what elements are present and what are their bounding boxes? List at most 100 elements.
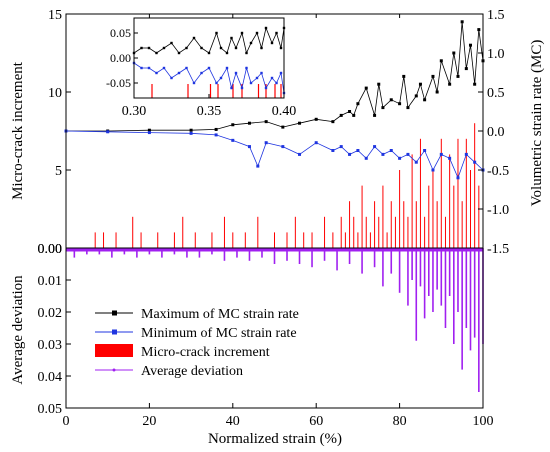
inset-max-point bbox=[200, 46, 203, 50]
inset-min-point bbox=[240, 86, 244, 90]
bottom-y-tick-label: 0.04 bbox=[38, 370, 63, 385]
max-strain-rate-point bbox=[398, 102, 402, 106]
max-strain-rate-point bbox=[414, 94, 418, 98]
bottom-y-tick-label: 0.02 bbox=[38, 306, 63, 321]
max-strain-rate-point bbox=[448, 82, 452, 86]
inset-min-point bbox=[260, 71, 263, 75]
inset-max-point bbox=[192, 36, 196, 40]
x-tick-label: 60 bbox=[309, 414, 323, 429]
min-strain-rate-point bbox=[231, 138, 235, 142]
bottom-y-ticks: 0.00 0.01 0.02 0.03 0.04 0.05 bbox=[38, 242, 71, 417]
legend-label: Micro-crack increment bbox=[141, 345, 270, 360]
legend-marker bbox=[112, 310, 117, 316]
bottom-panel: 0.00 0.01 0.02 0.03 0.04 0.05 0 20 40 60 80 100 Av… bbox=[10, 14, 494, 447]
inset-max-point bbox=[140, 46, 143, 50]
min-strain-rate-point bbox=[398, 156, 402, 160]
min-strain-rate-point bbox=[264, 141, 268, 145]
inset-min-point bbox=[264, 86, 268, 90]
min-strain-rate-point bbox=[256, 164, 260, 168]
min-strain-rate-point bbox=[456, 176, 460, 180]
max-strain-rate-point bbox=[147, 128, 151, 132]
max-strain-rate-point bbox=[364, 86, 368, 90]
max-strain-rate-point bbox=[452, 51, 456, 55]
inset-max-points bbox=[132, 26, 286, 55]
y2-tick-label: 0.5 bbox=[487, 86, 505, 101]
y-tick-label: 15 bbox=[48, 8, 62, 23]
max-strain-rate-point bbox=[339, 113, 343, 117]
inset-y-tick-label: 0.00 bbox=[110, 51, 131, 65]
y2-tick-label: -1.0 bbox=[487, 203, 509, 218]
inset-min-point bbox=[234, 71, 238, 75]
inset-background bbox=[134, 18, 284, 98]
x-axis-label: Normalized strain (%) bbox=[208, 431, 342, 447]
top-left-y-label: Micro-crack increment bbox=[10, 61, 26, 200]
max-strain-rate-point bbox=[402, 74, 406, 78]
min-strain-rate-point bbox=[214, 133, 218, 137]
y-tick-label: 5 bbox=[55, 164, 62, 179]
min-strain-rate-point bbox=[247, 145, 251, 149]
inset-max-point bbox=[270, 41, 274, 45]
max-strain-rate-point bbox=[373, 113, 377, 117]
y2-tick-label: 0.0 bbox=[487, 125, 505, 140]
legend-item: Micro-crack increment bbox=[95, 344, 270, 360]
max-strain-rate-point bbox=[477, 28, 481, 32]
increment-bars bbox=[94, 123, 484, 248]
inset-max-point bbox=[279, 46, 283, 50]
inset-max-point bbox=[275, 31, 278, 35]
min-strain-rate-point bbox=[189, 131, 193, 135]
inset-max-point bbox=[147, 46, 151, 50]
max-strain-rate-point bbox=[377, 82, 381, 86]
min-strain-rate-point bbox=[448, 156, 452, 160]
bottom-y-tick-label: 0.05 bbox=[38, 402, 63, 417]
min-strain-rate-point bbox=[339, 145, 343, 149]
min-strain-rate-point bbox=[106, 130, 110, 134]
top-right-y-ticks: -1.5 -1.0 -0.5 0.0 0.5 1.0 1.5 bbox=[478, 8, 509, 257]
max-strain-rate-point bbox=[331, 120, 335, 124]
inset-max-point bbox=[255, 31, 259, 35]
min-strain-rate-point bbox=[298, 152, 302, 156]
inset-min-point bbox=[140, 66, 143, 70]
min-strain-rate-point bbox=[331, 149, 335, 152]
inset-min-point bbox=[162, 66, 166, 70]
inset-min-point bbox=[177, 71, 181, 75]
y2-tick-label: 1.0 bbox=[487, 47, 505, 62]
inset-min-point bbox=[170, 76, 173, 80]
bottom-y-tick-label: 0.03 bbox=[38, 338, 63, 353]
x-tick-label: 20 bbox=[142, 414, 156, 429]
inset-min-point bbox=[147, 66, 151, 70]
inset-x-tick-label: 0.30 bbox=[122, 104, 147, 119]
bottom-plot-frame bbox=[65, 247, 484, 409]
inset-min-point bbox=[207, 66, 211, 70]
min-strain-rate-point bbox=[348, 152, 352, 156]
inset-x-tick-label: 0.40 bbox=[272, 104, 297, 119]
inset-min-point bbox=[155, 71, 158, 75]
min-strain-rate-point bbox=[381, 152, 385, 156]
inset-min-point bbox=[245, 66, 248, 70]
max-strain-rate-point bbox=[418, 82, 422, 86]
inset-max-point bbox=[234, 46, 238, 50]
inset-y-tick-label: -0.05 bbox=[106, 76, 131, 90]
inset-max-point bbox=[162, 46, 166, 50]
legend-item: Minimum of MC strain rate bbox=[95, 326, 297, 341]
min-strain-rate-point bbox=[414, 160, 418, 164]
inset-x-tick-label: 0.35 bbox=[197, 104, 222, 119]
x-tick-label: 80 bbox=[393, 414, 407, 429]
max-strain-rate-point bbox=[214, 127, 218, 131]
max-strain-rate-point bbox=[381, 106, 385, 110]
inset-min-point bbox=[275, 81, 278, 85]
legend-marker bbox=[112, 368, 116, 372]
min-strain-rate-point bbox=[464, 152, 468, 156]
max-strain-rate-point bbox=[247, 121, 251, 125]
max-strain-rate-point bbox=[406, 106, 410, 110]
x-tick-label: 0 bbox=[63, 414, 70, 429]
max-strain-rate-point bbox=[348, 110, 352, 113]
inset-min-point bbox=[270, 76, 274, 80]
inset-max-point bbox=[219, 46, 223, 50]
max-strain-rate-point bbox=[298, 121, 302, 125]
max-strain-rate-point bbox=[460, 20, 464, 24]
legend-item: Maximum of MC strain rate bbox=[95, 307, 299, 322]
y2-tick-label: -1.5 bbox=[487, 242, 509, 257]
max-strain-rate-point bbox=[264, 120, 268, 124]
y-tick-label: 0.00 bbox=[38, 242, 63, 257]
